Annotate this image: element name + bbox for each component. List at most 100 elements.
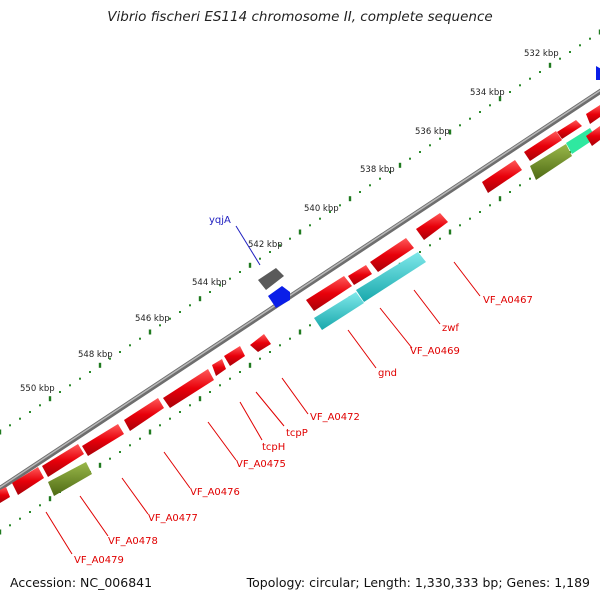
ring-minor-dot: [359, 191, 361, 193]
sequence-summary: Topology: circular; Length: 1,330,333 bp…: [246, 575, 590, 590]
ring-minor-dot: [289, 337, 291, 340]
cds-forward-2[interactable]: [557, 120, 582, 139]
ring-minor-dot: [219, 284, 221, 287]
tick-label-548: 548 kbp: [78, 350, 113, 360]
gene-labels: VF_A0467 zwf VF_A0469 gnd VF_A0472 tcpP …: [74, 295, 533, 566]
cds-vf-a0475[interactable]: [124, 398, 164, 431]
kbp-tick-labels: 532 kbp 534 kbp 536 kbp 538 kbp 540 kbp …: [20, 49, 559, 394]
ring-minor-dot: [509, 91, 511, 93]
ring-minor-dot: [9, 524, 11, 527]
ring-minor-dot: [229, 277, 231, 280]
ring-minor-dot: [529, 177, 531, 180]
cds-gnd[interactable]: [250, 334, 271, 352]
cds-vf-a0479[interactable]: [12, 467, 44, 495]
feature-olive-left[interactable]: [48, 462, 92, 496]
label-vf-a0472[interactable]: VF_A0472: [310, 412, 360, 423]
cds-vf-a0472[interactable]: [224, 346, 245, 366]
cds-forward-1[interactable]: [586, 105, 600, 124]
label-tcph[interactable]: tcpH: [262, 442, 285, 453]
ring-minor-dot: [9, 424, 11, 427]
cds-vf-a0476[interactable]: [82, 424, 124, 456]
tick-label-540: 540 kbp: [304, 204, 339, 214]
label-gnd[interactable]: gnd: [378, 368, 397, 379]
ring-minor-dot: [19, 517, 21, 520]
ring-major-tick: [248, 262, 252, 268]
ring-minor-dot: [419, 251, 421, 253]
ring-major-tick: [448, 129, 452, 135]
ring-minor-dot: [39, 504, 41, 507]
tick-label-550: 550 kbp: [20, 384, 55, 394]
cds-small-1[interactable]: [348, 265, 372, 285]
ring-minor-dot: [189, 404, 191, 407]
ring-major-tick: [598, 29, 600, 35]
ring-major-tick: [198, 296, 202, 302]
cds-vf-a0477[interactable]: [42, 444, 84, 477]
label-leader-lines: [45, 261, 481, 555]
feature-olive-right[interactable]: [530, 144, 572, 180]
cds-forward-3[interactable]: [524, 131, 562, 161]
cds-zwf[interactable]: [370, 238, 414, 272]
label-vf-a0478[interactable]: VF_A0478: [108, 536, 158, 547]
ring-minor-dot: [89, 371, 91, 373]
ring-minor-dot: [379, 177, 381, 180]
cds-vf-a0469-fwd[interactable]: [306, 276, 352, 311]
tick-label-546: 546 kbp: [135, 314, 170, 324]
ring-minor-dot: [159, 424, 161, 427]
ring-minor-dot: [579, 44, 581, 47]
cds-tcpp[interactable]: [212, 359, 226, 376]
ring-minor-dot: [479, 111, 481, 113]
ring-major-tick: [198, 396, 202, 402]
ring-major-tick: [298, 329, 302, 335]
cds-reverse-far-right[interactable]: [586, 126, 600, 146]
cds-tcph[interactable]: [163, 369, 214, 408]
tick-label-536: 536 kbp: [415, 127, 450, 137]
ring-minor-dot: [169, 417, 171, 420]
ring-minor-dot: [289, 237, 291, 240]
ring-minor-dot: [519, 184, 521, 187]
ring-minor-dot: [479, 211, 481, 213]
scale-ring-outer: [0, 29, 600, 435]
label-vf-a0477[interactable]: VF_A0477: [148, 513, 198, 524]
ring-major-tick: [0, 429, 2, 435]
chromosome-backbone: [0, 88, 600, 492]
ring-minor-dot: [189, 304, 191, 307]
ring-major-tick: [148, 329, 152, 335]
ring-major-tick: [248, 362, 252, 368]
ring-minor-dot: [179, 311, 181, 313]
ring-minor-dot: [109, 457, 111, 460]
ring-minor-dot: [569, 51, 571, 53]
cds-edge-left[interactable]: [0, 487, 10, 503]
ring-minor-dot: [209, 391, 211, 393]
label-tcpp[interactable]: tcpP: [286, 428, 308, 439]
label-yqja[interactable]: yqjA: [209, 215, 231, 226]
ring-minor-dot: [259, 257, 261, 260]
label-vf-a0479[interactable]: VF_A0479: [74, 555, 124, 566]
feature-cyan-1[interactable]: [356, 252, 426, 302]
tick-label-532: 532 kbp: [524, 49, 559, 59]
feature-gray-yqja[interactable]: [258, 268, 284, 290]
ring-minor-dot: [429, 244, 431, 247]
ring-minor-dot: [429, 144, 431, 147]
label-vf-a0476[interactable]: VF_A0476: [190, 487, 240, 498]
ring-minor-dot: [79, 377, 81, 380]
label-zwf[interactable]: zwf: [442, 323, 459, 334]
ring-minor-dot: [69, 384, 71, 387]
ring-major-tick: [498, 196, 502, 202]
cds-forward-4[interactable]: [482, 160, 522, 193]
ring-minor-dot: [419, 151, 421, 153]
ring-major-tick: [148, 429, 152, 435]
feature-cyan-2[interactable]: [314, 292, 364, 330]
label-vf-a0467[interactable]: VF_A0467: [483, 295, 533, 306]
feature-blue-yqja[interactable]: [268, 286, 290, 308]
tick-label-534: 534 kbp: [470, 88, 505, 98]
ring-minor-dot: [539, 71, 541, 73]
ring-minor-dot: [439, 137, 441, 140]
feature-blue-topright[interactable]: [596, 66, 600, 80]
ring-minor-dot: [29, 511, 31, 513]
label-vf-a0475[interactable]: VF_A0475: [236, 459, 286, 470]
cds-vf-a0467[interactable]: [416, 213, 448, 240]
label-vf-a0469[interactable]: VF_A0469: [410, 346, 460, 357]
forward-features: [482, 66, 600, 193]
ring-minor-dot: [219, 384, 221, 387]
